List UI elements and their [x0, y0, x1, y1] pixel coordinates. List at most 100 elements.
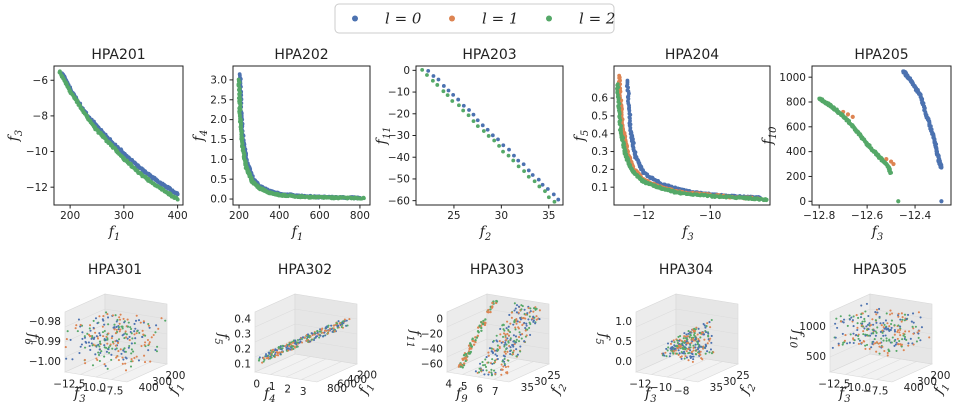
point	[669, 352, 672, 355]
point	[697, 327, 700, 330]
x-tick-label: 35	[542, 210, 555, 222]
point	[694, 349, 697, 352]
point	[141, 329, 144, 332]
point	[506, 153, 511, 158]
point	[696, 348, 699, 351]
point	[267, 357, 270, 360]
point	[115, 356, 118, 359]
y-tick-label: 25	[547, 370, 560, 382]
grid-line	[876, 361, 917, 380]
point	[879, 341, 882, 345]
point	[125, 336, 128, 339]
point	[519, 318, 522, 321]
point	[152, 333, 155, 337]
point	[875, 341, 878, 344]
point	[430, 78, 435, 83]
point	[530, 173, 535, 177]
point	[531, 317, 534, 320]
point	[900, 345, 903, 348]
point	[501, 335, 505, 338]
point	[487, 373, 490, 376]
point	[342, 320, 345, 323]
point	[118, 322, 121, 325]
point	[502, 354, 505, 357]
point	[679, 356, 682, 359]
grid-line	[635, 338, 677, 358]
point	[495, 300, 499, 303]
point	[112, 342, 115, 345]
point	[500, 368, 503, 371]
point	[861, 320, 864, 323]
z-axis-label: f11	[404, 329, 423, 348]
point	[692, 346, 695, 349]
point	[516, 320, 519, 323]
point	[537, 184, 542, 189]
point	[89, 348, 92, 352]
point	[175, 197, 180, 202]
point	[504, 352, 507, 355]
point	[489, 308, 492, 311]
point	[271, 349, 274, 352]
y-tick-label: 200	[357, 369, 377, 381]
point	[665, 347, 668, 350]
point	[680, 350, 683, 354]
point	[920, 326, 923, 329]
point	[79, 345, 82, 348]
point	[89, 324, 92, 327]
point	[343, 318, 346, 321]
point	[485, 369, 488, 372]
point	[893, 333, 896, 336]
point	[98, 340, 102, 343]
point	[303, 336, 306, 339]
point	[880, 337, 883, 340]
panel-hpa204: HPA204 −12 −10 0.1 0.2 0.3 0.4 0.5 0.6 f3 f5	[572, 47, 771, 243]
x-tick-label: −8	[674, 385, 689, 397]
point	[484, 318, 487, 321]
point	[504, 341, 507, 344]
point	[874, 330, 877, 333]
x-tick-label: −12.6	[851, 210, 883, 222]
point	[113, 323, 116, 326]
point	[856, 326, 859, 329]
point	[917, 332, 920, 335]
point	[662, 352, 665, 355]
data-points	[57, 69, 180, 202]
point	[663, 354, 666, 357]
point	[884, 156, 889, 162]
point	[532, 179, 537, 184]
point	[472, 339, 475, 343]
point	[704, 352, 707, 355]
point	[84, 340, 87, 343]
point	[893, 330, 897, 333]
point	[864, 310, 867, 313]
point	[281, 344, 284, 348]
point	[93, 344, 97, 347]
point	[863, 327, 866, 330]
x-axis-label: f1	[291, 224, 304, 243]
y-tick-label: 0.3	[591, 146, 608, 158]
point	[874, 310, 877, 314]
point	[709, 348, 713, 351]
point	[627, 108, 632, 113]
point	[83, 335, 86, 338]
point	[872, 332, 875, 335]
point	[69, 338, 72, 341]
point	[262, 356, 265, 359]
point	[494, 372, 497, 375]
panel-title: HPA204	[665, 47, 719, 63]
point	[110, 358, 113, 361]
y-tick-label: 30	[534, 376, 547, 388]
point	[129, 326, 132, 329]
point	[91, 335, 94, 338]
y-tick-label: 3.0	[210, 75, 227, 87]
y-tick-label: 0.6	[591, 93, 608, 105]
x-tick-label: −10.0	[839, 382, 871, 394]
point	[512, 323, 515, 326]
point	[538, 309, 541, 312]
point	[336, 322, 339, 325]
point	[467, 108, 471, 112]
point	[877, 342, 880, 345]
point	[512, 349, 515, 352]
point	[474, 339, 477, 342]
point	[884, 319, 888, 322]
